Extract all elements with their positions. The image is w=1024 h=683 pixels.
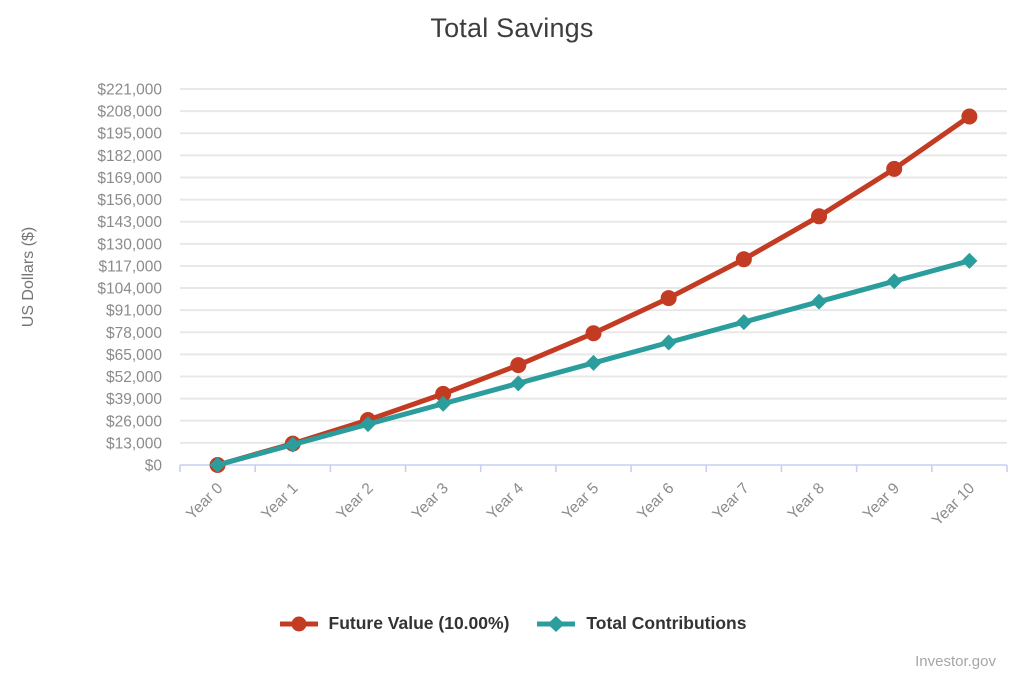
- series-future-value-10-00: [209, 108, 978, 473]
- y-tick-label: $91,000: [106, 303, 162, 320]
- y-tick-label: $78,000: [106, 325, 162, 342]
- x-tick-label: Year 6: [634, 480, 677, 523]
- x-tick-label: Year 4: [484, 480, 528, 524]
- x-tick-label: Year 5: [559, 480, 602, 523]
- y-tick-label: $0: [145, 458, 163, 475]
- y-tick-label: $143,000: [97, 214, 162, 231]
- x-tick-label: Year 8: [785, 480, 828, 523]
- data-point-total-contributions[interactable]: [585, 354, 602, 371]
- y-tick-label: $182,000: [97, 148, 162, 165]
- y-axis-title: US Dollars ($): [20, 227, 37, 327]
- legend-label-future-value: Future Value (10.00%): [328, 613, 510, 633]
- y-tick-label: $169,000: [97, 170, 162, 187]
- x-axis-labels: Year 0 Year 1 Year 2 Year 3 Year 4 Year 5 Year…: [183, 480, 978, 530]
- y-tick-label: $208,000: [97, 104, 162, 121]
- series-total-contributions: [209, 252, 978, 473]
- x-tick-label: Year 7: [709, 480, 752, 523]
- legend-circle-marker-icon: [279, 616, 318, 631]
- data-point-total-contributions[interactable]: [209, 457, 226, 473]
- data-point-total-contributions[interactable]: [961, 252, 978, 269]
- data-point-total-contributions[interactable]: [435, 395, 452, 412]
- data-point-future-value-10-00[interactable]: [811, 208, 828, 225]
- data-point-future-value-10-00[interactable]: [886, 160, 903, 177]
- y-tick-label: $156,000: [97, 192, 162, 209]
- data-point-total-contributions[interactable]: [735, 314, 752, 331]
- savings-line-chart: $0 $13,000 $26,000 $39,000 $52,000 $65,000 $78…: [20, 82, 1008, 530]
- y-tick-label: $221,000: [97, 82, 162, 99]
- data-point-total-contributions[interactable]: [284, 436, 301, 453]
- x-tick-label: Year 0: [183, 480, 227, 524]
- y-tick-label: $65,000: [106, 347, 162, 364]
- y-tick-label: $13,000: [106, 435, 162, 452]
- y-tick-label: $26,000: [106, 413, 162, 430]
- data-point-future-value-10-00[interactable]: [510, 357, 527, 374]
- y-tick-label: $130,000: [97, 236, 162, 253]
- legend-item-future-value[interactable]: Future Value (10.00%): [278, 613, 510, 634]
- x-axis: [179, 464, 1008, 472]
- attribution-investor-gov[interactable]: Investor.gov: [915, 653, 996, 670]
- chart-title: Total Savings: [430, 13, 594, 43]
- legend-item-total-contributions[interactable]: Total Contributions: [535, 613, 746, 634]
- x-tick-label: Year 2: [333, 480, 376, 523]
- chart-legend: Future Value (10.00%) Total Contribution…: [0, 613, 1024, 634]
- y-tick-label: $195,000: [97, 126, 162, 143]
- x-tick-label: Year 10: [929, 480, 979, 530]
- data-point-future-value-10-00[interactable]: [961, 108, 978, 125]
- y-tick-label: $104,000: [97, 281, 162, 298]
- y-tick-label: $117,000: [99, 258, 163, 275]
- data-point-total-contributions[interactable]: [660, 334, 677, 351]
- y-tick-label: $52,000: [106, 369, 162, 386]
- x-tick-label: Year 1: [258, 480, 301, 523]
- data-point-total-contributions[interactable]: [886, 273, 903, 290]
- data-point-total-contributions[interactable]: [359, 416, 376, 433]
- data-point-future-value-10-00[interactable]: [660, 290, 677, 307]
- data-point-total-contributions[interactable]: [811, 293, 828, 310]
- y-tick-label: $39,000: [106, 391, 162, 408]
- y-axis-labels: $0 $13,000 $26,000 $39,000 $52,000 $65,000 $78…: [97, 82, 162, 475]
- x-tick-label: Year 9: [860, 480, 903, 523]
- x-tick-label: Year 3: [409, 480, 452, 523]
- legend-label-total-contributions: Total Contributions: [586, 613, 747, 633]
- data-point-future-value-10-00[interactable]: [435, 385, 452, 402]
- data-point-future-value-10-00[interactable]: [585, 325, 602, 342]
- legend-diamond-marker-icon: [537, 615, 576, 632]
- data-point-total-contributions[interactable]: [510, 375, 527, 392]
- data-point-future-value-10-00[interactable]: [735, 251, 752, 268]
- y-gridlines: [180, 88, 1007, 444]
